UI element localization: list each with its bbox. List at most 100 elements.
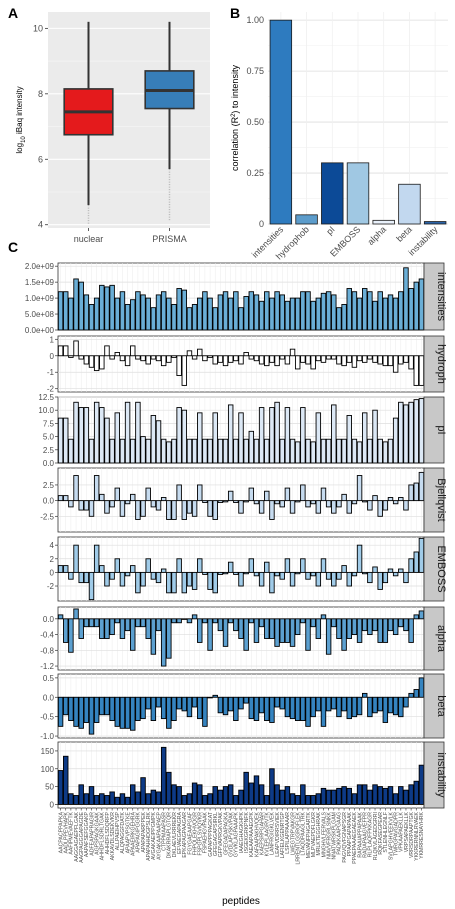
panel-b-ytick-label: 0.50 (246, 117, 264, 127)
bar (403, 696, 409, 708)
bar (377, 618, 383, 643)
peptide-label: GAPAPPPPAGKAT (208, 811, 214, 857)
bar (217, 789, 224, 805)
bar (274, 291, 280, 331)
bar (356, 297, 363, 331)
bar (356, 475, 363, 502)
bar (346, 696, 352, 720)
bar (351, 355, 358, 368)
bar (294, 500, 301, 503)
bar (191, 571, 198, 590)
bar (403, 789, 409, 805)
facet-strip (423, 536, 445, 602)
bar (418, 677, 425, 698)
bar (264, 438, 270, 464)
panel-b-ytick-label: 0.25 (246, 168, 264, 178)
bar (160, 291, 167, 331)
bar (315, 355, 322, 362)
bar (362, 571, 368, 575)
bar (99, 355, 105, 370)
facet-ytick-label: 2.5 (43, 446, 55, 455)
peptide-label: ADFEAPAPRAGIR (89, 812, 95, 856)
bar (310, 355, 316, 370)
bar (238, 500, 244, 514)
peptide-label: RAPAAIAPPAPAAK (357, 811, 363, 857)
bar (238, 412, 244, 464)
bar (217, 618, 224, 632)
bar (171, 355, 177, 358)
bar (315, 412, 322, 464)
bar (130, 438, 136, 464)
bar (346, 571, 352, 587)
bar (155, 696, 162, 708)
bar (109, 500, 115, 508)
facet-ytick-label: 0.0 (43, 615, 55, 624)
bar (346, 618, 352, 639)
bar (140, 777, 146, 805)
bar (171, 438, 177, 464)
bar (253, 696, 260, 721)
bar (289, 297, 296, 331)
bar (356, 696, 363, 716)
bar (294, 795, 301, 805)
facet-ytick-label: 0.0 (43, 693, 55, 702)
facet-ytick-label: 0.0e+00 (25, 326, 55, 335)
bar (109, 571, 115, 580)
bar (305, 696, 311, 727)
bar (181, 409, 188, 464)
bar (181, 618, 188, 620)
bar (124, 571, 131, 577)
bar (362, 618, 368, 632)
bar (93, 618, 100, 628)
panel-b-xtick-label: alpha (365, 224, 388, 247)
bar (243, 771, 249, 805)
bar (387, 438, 394, 464)
bar (418, 537, 425, 573)
bar (341, 565, 347, 573)
panel-a-ytick-label: 10 (33, 23, 43, 33)
bar (351, 618, 358, 636)
panel-a-ytick-label: 8 (38, 89, 43, 99)
bar (341, 355, 347, 367)
bar (408, 355, 414, 370)
bar (413, 355, 419, 386)
bar (382, 355, 389, 367)
bar (222, 618, 229, 647)
bar (78, 618, 84, 639)
bar (191, 438, 198, 464)
facet-pi: 0.0 2.5 5.0 7.5 10.0 12.5 pI (38, 393, 447, 468)
bar (258, 784, 265, 805)
bar (356, 784, 363, 805)
bar (351, 571, 358, 577)
bar (181, 500, 188, 520)
bar (227, 404, 234, 464)
bar (264, 618, 270, 639)
facet-strip (423, 335, 445, 393)
bar (222, 291, 229, 331)
bar (305, 291, 311, 331)
bar (212, 307, 218, 331)
peptide-label: AACPACPPAPKA (58, 811, 64, 853)
bar (186, 350, 193, 357)
bar (202, 696, 208, 727)
peptide-label: PADKKAAPGAAG (337, 812, 343, 855)
bar (140, 436, 146, 464)
facet-ytick-label: -1 (47, 368, 55, 377)
bar (114, 796, 120, 805)
bar (73, 340, 79, 357)
peptide-label: RLQKVLAGEDGRRI (373, 812, 379, 860)
bar (387, 355, 394, 367)
bar (387, 497, 394, 502)
bar (160, 568, 167, 573)
peptide-label: RLPLAQFPKKAGR (368, 812, 374, 858)
bar (57, 291, 64, 331)
bar (403, 267, 409, 331)
bar (289, 696, 296, 720)
bar (78, 784, 84, 805)
bar (212, 618, 218, 624)
peptide-label: GVDLAPVSKVPAK (228, 811, 234, 856)
bar (274, 571, 280, 577)
bar (346, 500, 352, 514)
facet-strip (423, 467, 445, 533)
bar (315, 618, 322, 639)
